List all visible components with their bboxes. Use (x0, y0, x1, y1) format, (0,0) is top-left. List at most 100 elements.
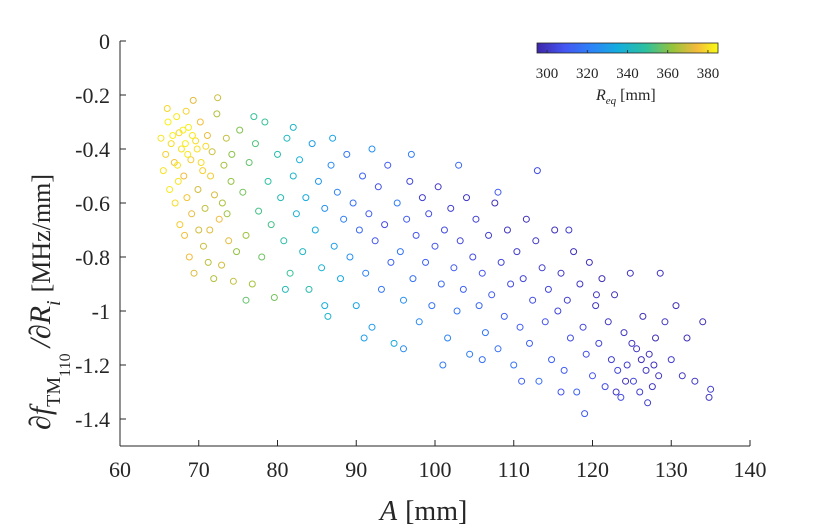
colorbar: 300 320 340 360 380 Req [mm] (536, 42, 719, 107)
scatter-point (595, 339, 603, 347)
scatter-point (581, 410, 589, 418)
scatter-point (189, 96, 197, 104)
scatter-point (283, 134, 291, 142)
scatter-point (214, 94, 222, 102)
scatter-point (251, 140, 259, 148)
scatter-point (327, 161, 335, 169)
scatter-point (400, 296, 407, 304)
scatter-point (197, 159, 205, 166)
scatter-point (177, 145, 185, 153)
scatter-point (311, 226, 319, 234)
axes-ticks: 60 70 80 90 100 110 120 130 140 0 -0.2 -0.4 -0.6 -0.8… (75, 29, 766, 482)
scatter-point (415, 318, 423, 326)
scatter-point (503, 226, 511, 234)
y-axis-title: ∂fTM110/∂Ri[MHz/mm] (24, 174, 74, 430)
scatter-point (614, 366, 622, 374)
scatter-point (494, 188, 502, 196)
scatter-point (374, 183, 382, 191)
scatter-point (258, 253, 266, 261)
scatter-point (296, 156, 304, 164)
scatter-point (573, 388, 581, 396)
scatter-point (225, 237, 233, 245)
scatter-point (174, 177, 182, 185)
x-tick-label: 100 (419, 457, 452, 482)
scatter-point (277, 194, 285, 202)
scatter-point (535, 377, 543, 385)
scatter-point (650, 361, 658, 369)
colorbar-tick-label: 320 (576, 66, 599, 82)
scatter-point (371, 237, 379, 245)
scatter-point (447, 204, 455, 212)
scatter-point (565, 226, 573, 234)
scatter-point (206, 226, 214, 234)
scatter-point (683, 334, 691, 342)
scatter-point (629, 377, 637, 385)
colorbar-tick-label: 300 (536, 66, 559, 82)
scatter-point (434, 183, 442, 191)
scatter-point (337, 275, 344, 283)
scatter-point (181, 140, 189, 148)
scatter-point (519, 275, 527, 283)
scatter-point (604, 318, 612, 326)
scatter-point (450, 264, 458, 272)
scatter-point (437, 280, 445, 288)
scatter-point (185, 123, 193, 131)
scatter-point (377, 285, 385, 293)
scatter-point (691, 377, 699, 385)
scatter-point (472, 215, 480, 223)
scatter-point (346, 253, 354, 261)
scatter-point (455, 161, 463, 169)
scatter-point (439, 361, 447, 369)
scatter-point (188, 132, 196, 139)
y-tick-label: -0.8 (75, 245, 110, 270)
scatter-point (179, 126, 187, 134)
scatter-point (560, 366, 568, 374)
x-tick-label: 90 (345, 457, 367, 482)
scatter-point (289, 123, 297, 131)
scatter-point (340, 215, 348, 223)
scatter-point (242, 296, 250, 304)
scatter-point (324, 312, 332, 320)
scatter-point (617, 393, 625, 401)
scatter-point (611, 291, 619, 299)
scatter-point (308, 140, 316, 148)
scatter-point (286, 269, 294, 277)
scatter-point (656, 269, 664, 277)
scatter-point (207, 172, 215, 180)
scatter-point (204, 258, 212, 266)
scatter-point (223, 210, 231, 218)
scatter-point (422, 258, 430, 266)
scatter-point (261, 118, 269, 126)
scatter-point (485, 231, 493, 239)
scatter-point (589, 372, 596, 380)
scatter-point (497, 258, 505, 266)
scatter-point (181, 231, 189, 239)
scatter-point (270, 294, 278, 301)
scatter-point (228, 150, 236, 158)
scatter-point (548, 356, 556, 364)
scatter-point (403, 215, 411, 223)
scatter-point (456, 237, 464, 245)
scatter-point (478, 356, 486, 364)
scatter-point (557, 388, 565, 396)
y-tick-label: -0.2 (75, 83, 110, 108)
scatter-point (563, 296, 571, 304)
scatter-point (652, 334, 659, 342)
scatter-point (349, 199, 357, 207)
scatter-point (194, 186, 202, 193)
scatter-point (330, 242, 338, 250)
scatter-point (368, 323, 376, 331)
scatter-point (387, 258, 395, 266)
scatter-point (171, 199, 179, 207)
scatter-point (707, 385, 715, 393)
scatter-point (636, 388, 644, 396)
scatter-point (532, 237, 540, 245)
scatter-point (218, 261, 226, 269)
scatter-point (623, 361, 631, 369)
scatter-point (459, 285, 467, 293)
scatter-point (248, 280, 256, 288)
y-tick-label: -0.4 (75, 137, 110, 162)
scatter-point (407, 150, 415, 158)
scatter-point (518, 377, 526, 385)
scatter-point (182, 107, 190, 115)
